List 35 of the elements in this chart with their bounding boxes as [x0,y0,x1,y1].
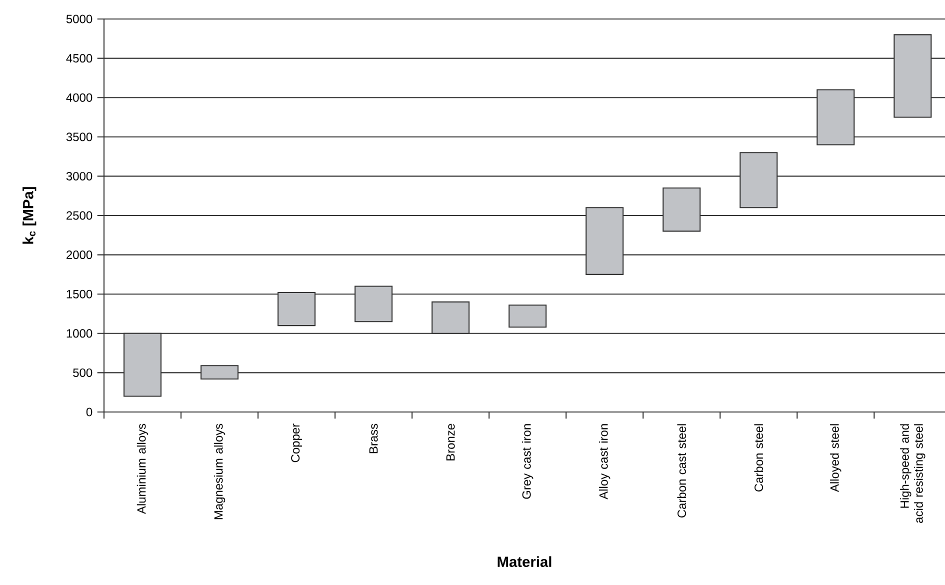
y-axis-title: k$_{c}$ [MPa] [22,187,36,244]
y-tick-label: 4000 [66,93,92,102]
y-tick-label: 4500 [66,54,92,63]
x-axis-title: Material [498,556,552,567]
bar [200,365,239,380]
y-tick-label: 1000 [66,329,92,338]
y-tick-label: 2500 [66,211,92,220]
y-tick-label: 2000 [66,250,92,260]
bar [662,187,701,232]
bar [894,34,932,118]
x-tick-label: Copper [291,424,302,462]
y-tick-label: 5000 [66,14,92,24]
x-tick-label: Brass [369,424,378,454]
bar [123,332,162,397]
x-tick-label: High-speed and acid resisting steel [900,424,926,523]
bar [354,286,393,322]
y-tick-label: 0 [86,408,92,416]
y-tick-label: 3000 [66,172,92,180]
bar [278,292,316,326]
y-tick-label: 500 [73,368,92,377]
x-tick-label: Carbon cast steel [677,424,686,518]
y-tick-label: 1500 [66,290,92,298]
x-tick-label: Aluminium alloys [136,424,148,514]
bar [432,301,470,334]
bar [586,207,624,275]
bar [740,152,778,208]
y-tick-label: 3500 [66,132,92,142]
x-tick-label: Alloyed steel [830,424,842,492]
x-tick-label: Alloy cast iron [599,424,610,500]
x-tick-label: Magnesium alloys [214,424,226,520]
bar [816,89,855,146]
bar [508,304,547,328]
x-tick-label: Carbon steel [754,424,764,492]
x-tick-label: Grey cast iron [522,424,534,499]
x-tick-label: Bronze [446,424,455,460]
